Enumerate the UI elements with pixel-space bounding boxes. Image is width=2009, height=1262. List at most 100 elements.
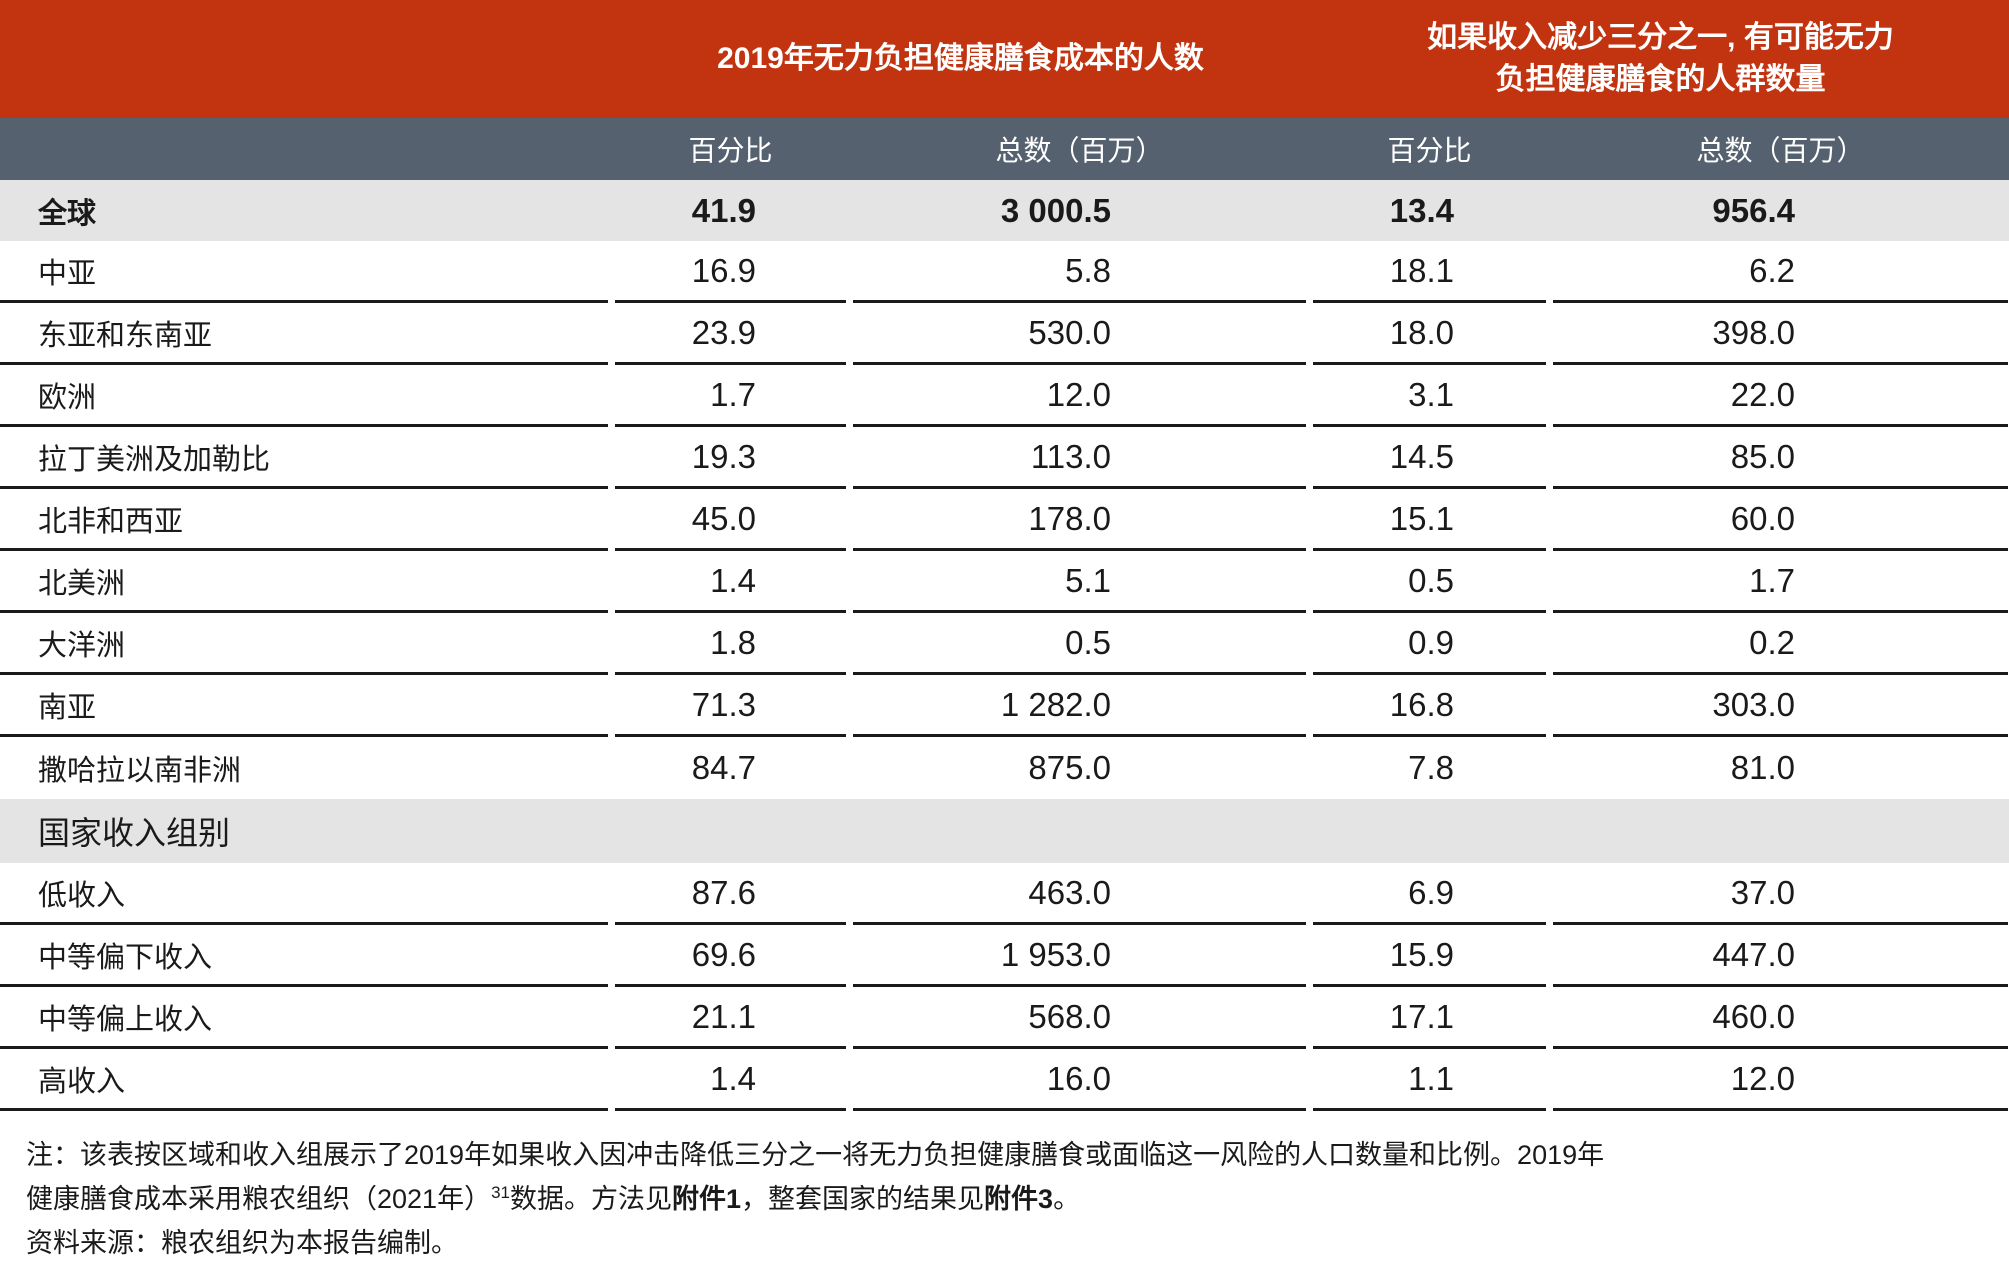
row-label: 撒哈拉以南非洲 [38,755,242,787]
cell-value: 303.0 [1553,675,2008,737]
note-text: 注：该表按区域和收入组展示了2019年如果收入因冲击降低三分之一将无力负担健康膳… [26,1140,1605,1170]
table-row: 大洋洲 1.8 0.5 0.9 0.2 [0,613,2009,675]
annex-1-reference: 附件1 [672,1184,742,1214]
row-label: 大洋洲 [0,613,608,675]
row-label: 中等偏上收入 [0,987,608,1049]
note-text: 。 [1053,1184,1081,1214]
cell-value: 17.1 [1313,987,1546,1049]
cell-value: 18.1 [1313,241,1546,303]
row-label: 中等偏下收入 [0,925,608,987]
cell-value: 5.1 [853,551,1306,613]
cell-value: 1 953.0 [853,925,1306,987]
cell-value: 69.6 [615,925,846,987]
footnote-reference-31: 31 [491,1183,510,1202]
note-text: 健康膳食成本采用粮农组织（2021年） [26,1184,492,1214]
column-header-total-millions-1: 总数（百万） [995,135,1164,166]
cell-value: 87.6 [615,863,846,925]
cell-value: 19.3 [615,427,846,489]
cell-value: 1.7 [615,365,846,427]
row-label: 欧洲 [0,365,608,427]
cell-value: 18.0 [1313,303,1546,365]
table-row: 欧洲 1.7 12.0 3.1 22.0 [0,365,2009,427]
cell-value: 530.0 [853,303,1306,365]
cell-value: 7.8 [1408,749,1454,786]
section-header-label: 国家收入组别 [38,815,231,851]
cell-value: 178.0 [853,489,1306,551]
column-header-percentage-2: 百分比 [1387,135,1472,166]
table-row: 低收入 87.6 463.0 6.9 37.0 [0,863,2009,925]
table-row: 全球 41.9 3 000.5 13.4 956.4 [0,180,2009,241]
cell-value: 1.7 [1553,551,2008,613]
cell-value: 81.0 [1730,749,1795,786]
cell-value: 16.0 [853,1049,1306,1111]
table-row: 东亚和东南亚 23.9 530.0 18.0 398.0 [0,303,2009,365]
cell-value: 12.0 [853,365,1306,427]
cell-value: 0.5 [1313,551,1546,613]
cell-value: 875.0 [1028,749,1111,786]
cell-value: 447.0 [1553,925,2008,987]
row-label: 拉丁美洲及加勒比 [0,427,608,489]
cell-value: 16.8 [1313,675,1546,737]
row-label: 低收入 [0,863,608,925]
column-header-total-millions-2: 总数（百万） [1696,135,1865,166]
row-label: 中亚 [0,241,608,303]
cell-value: 13.4 [1389,191,1454,229]
table-subheader-row: 百分比 总数（百万） 百分比 总数（百万） [0,118,2009,180]
cell-value: 60.0 [1553,489,2008,551]
cell-value: 85.0 [1553,427,2008,489]
subheader-spacer [0,118,608,180]
note-line-1: 注：该表按区域和收入组展示了2019年如果收入因冲击降低三分之一将无力负担健康膳… [26,1133,1989,1177]
cell-value: 12.0 [1553,1049,2008,1111]
table-section-header-row: 国家收入组别 [0,799,2009,863]
cell-value: 463.0 [853,863,1306,925]
table-row: 拉丁美洲及加勒比 19.3 113.0 14.5 85.0 [0,427,2009,489]
cell-value: 16.9 [615,241,846,303]
table-row: 中等偏上收入 21.1 568.0 17.1 460.0 [0,987,2009,1049]
cell-value: 23.9 [615,303,846,365]
table-row: 撒哈拉以南非洲 84.7 875.0 7.8 81.0 [0,737,2009,799]
cell-value: 3.1 [1313,365,1546,427]
cell-value: 956.4 [1712,191,1795,229]
cell-value: 45.0 [615,489,846,551]
group-header-unaffordable-2019: 2019年无力负担健康膳食成本的人数 [717,42,1204,75]
table-row: 北美洲 1.4 5.1 0.5 1.7 [0,551,2009,613]
table-group-header-row: 2019年无力负担健康膳食成本的人数 如果收入减少三分之一, 有可能无力 负担健… [0,0,2009,118]
cell-value: 1.1 [1313,1049,1546,1111]
row-label: 东亚和东南亚 [0,303,608,365]
cell-value: 398.0 [1553,303,2008,365]
group-header-spacer [0,0,608,118]
note-text: 数据。方法见 [510,1184,672,1214]
cell-value: 14.5 [1313,427,1546,489]
row-label: 南亚 [0,675,608,737]
cell-value: 460.0 [1553,987,2008,1049]
cell-value: 71.3 [615,675,846,737]
cell-value: 6.2 [1553,241,2008,303]
row-label: 高收入 [0,1049,608,1111]
cell-value: 84.7 [691,749,756,786]
row-label: 全球 [38,197,97,230]
cell-value: 1.8 [615,613,846,675]
cell-value: 41.9 [691,191,756,229]
annex-3-reference: 附件3 [984,1184,1054,1214]
footnote: 注：该表按区域和收入组展示了2019年如果收入因冲击降低三分之一将无力负担健康膳… [26,1133,1989,1262]
cell-value: 22.0 [1553,365,2008,427]
cell-value: 6.9 [1313,863,1546,925]
cell-value: 0.9 [1313,613,1546,675]
cell-value: 1.4 [615,1049,846,1111]
row-label: 北美洲 [0,551,608,613]
cell-value: 1 282.0 [853,675,1306,737]
group-header-income-loss-risk: 如果收入减少三分之一, 有可能无力 负担健康膳食的人群数量 [1313,0,2008,118]
table-row: 北非和西亚 45.0 178.0 15.1 60.0 [0,489,2009,551]
column-header-percentage-1: 百分比 [688,135,773,166]
cell-value: 0.2 [1553,613,2008,675]
table-body: 全球 41.9 3 000.5 13.4 956.4 中亚 16.9 5.8 18.1 6.2 东亚… [0,180,2009,1111]
table-row: 中亚 16.9 5.8 18.1 6.2 [0,241,2009,303]
group-header-line-2: 负担健康膳食的人群数量 [1495,63,1826,96]
cell-value: 15.9 [1313,925,1546,987]
source-line: 资料来源：粮农组织为本报告编制。 [26,1228,458,1258]
cell-value: 5.8 [853,241,1306,303]
row-label: 北非和西亚 [0,489,608,551]
cell-value: 0.5 [853,613,1306,675]
cell-value: 3 000.5 [1000,191,1111,229]
